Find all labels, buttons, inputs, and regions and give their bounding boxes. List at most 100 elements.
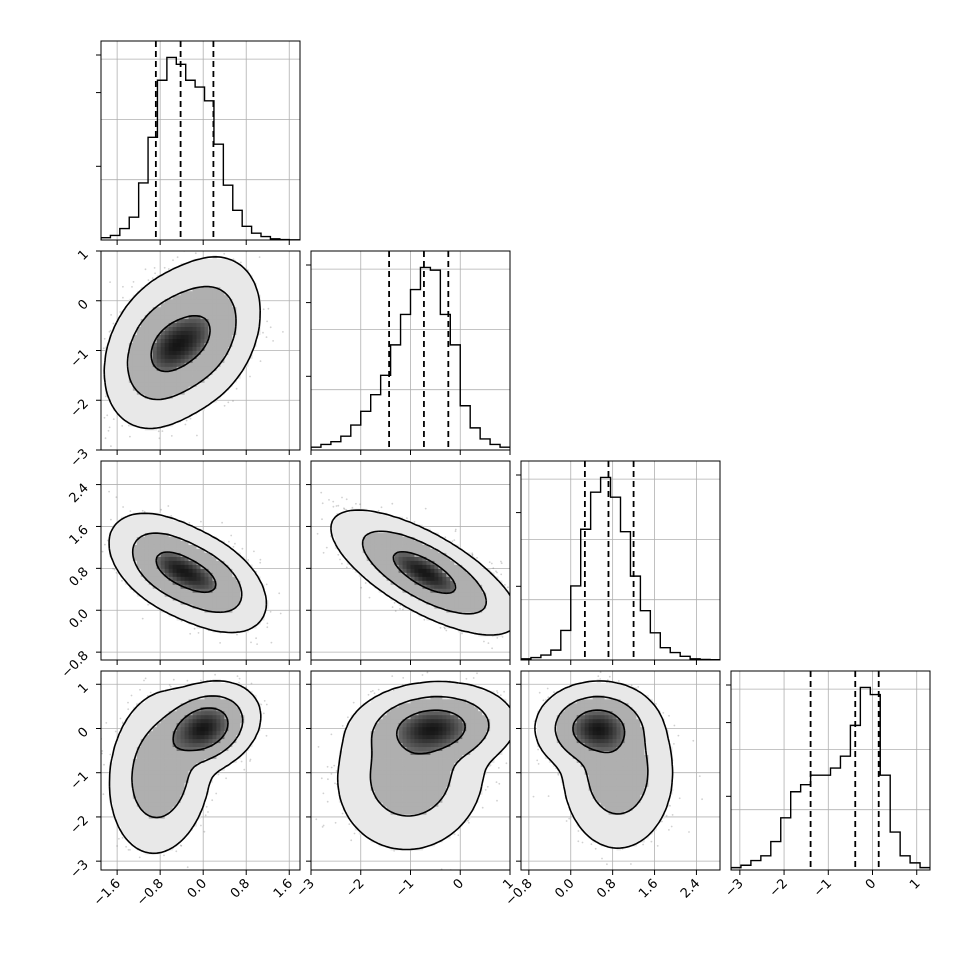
density-cell bbox=[220, 286, 225, 292]
density-cell bbox=[228, 286, 233, 292]
density-cell bbox=[188, 294, 193, 300]
density-cell bbox=[224, 370, 229, 375]
density-cell bbox=[180, 290, 185, 296]
scatter-point bbox=[143, 510, 146, 513]
density-cell bbox=[252, 314, 257, 320]
density-cell bbox=[148, 386, 154, 391]
density-cell bbox=[160, 286, 166, 292]
density-cell bbox=[168, 346, 174, 351]
density-cell bbox=[212, 354, 217, 359]
density-cell bbox=[160, 346, 166, 351]
density-cell bbox=[140, 386, 146, 391]
density-cell bbox=[216, 326, 221, 331]
scatter-point bbox=[157, 430, 160, 433]
density-cell bbox=[204, 298, 209, 304]
density-cell bbox=[196, 382, 201, 387]
density-cell bbox=[132, 382, 138, 387]
density-cell bbox=[180, 302, 185, 308]
density-cell bbox=[140, 310, 146, 316]
density-cell bbox=[132, 406, 138, 411]
density-cell bbox=[168, 330, 174, 335]
density-cell bbox=[208, 374, 213, 379]
density-cell bbox=[204, 262, 209, 268]
density-cell bbox=[212, 306, 217, 312]
density-cell bbox=[116, 398, 122, 403]
histogram-area bbox=[311, 251, 510, 450]
density-cell bbox=[132, 402, 138, 407]
density-cell bbox=[180, 274, 185, 280]
density-cell bbox=[228, 266, 233, 272]
density-cell bbox=[176, 274, 181, 280]
density-cell bbox=[228, 378, 233, 383]
density-cell bbox=[204, 378, 209, 383]
density-cell bbox=[172, 298, 178, 304]
density-cell bbox=[192, 310, 197, 316]
density-cell bbox=[196, 262, 201, 268]
density-cell bbox=[208, 362, 213, 367]
density-cell bbox=[124, 334, 130, 339]
density-cell bbox=[220, 302, 225, 308]
density-cell bbox=[236, 294, 241, 300]
density-cell bbox=[236, 334, 241, 339]
density-cell bbox=[140, 398, 146, 403]
density-cell bbox=[136, 362, 142, 367]
density-cell bbox=[180, 406, 185, 411]
density-cell bbox=[164, 294, 170, 300]
density-cell bbox=[244, 298, 249, 304]
density-cell bbox=[240, 366, 245, 371]
density-cell bbox=[140, 402, 146, 407]
density-cell bbox=[252, 298, 257, 304]
density-cell bbox=[172, 338, 178, 343]
density-cell bbox=[192, 366, 197, 371]
density-cell bbox=[152, 330, 158, 335]
density-cell bbox=[156, 394, 162, 399]
density-cell bbox=[176, 354, 181, 359]
density-cell bbox=[148, 342, 154, 347]
density-cell bbox=[192, 294, 197, 300]
density-cell bbox=[232, 318, 237, 324]
density-cell bbox=[236, 262, 241, 268]
density-cell bbox=[184, 278, 189, 284]
density-cell bbox=[176, 370, 181, 375]
density-cell bbox=[244, 346, 249, 351]
density-cell bbox=[240, 282, 245, 288]
density-cell bbox=[152, 414, 158, 419]
scatter-point bbox=[269, 326, 272, 329]
density-cell bbox=[152, 394, 158, 399]
density-cell bbox=[228, 326, 233, 331]
scatter-point bbox=[265, 583, 268, 586]
density-cell bbox=[188, 366, 193, 371]
density-cell bbox=[160, 362, 166, 367]
density-cell bbox=[112, 378, 118, 383]
density-cell bbox=[160, 394, 166, 399]
scatter-point bbox=[259, 558, 262, 561]
density-cell bbox=[244, 358, 249, 363]
density-cell bbox=[212, 282, 217, 288]
density-cell bbox=[204, 394, 209, 399]
density-cell bbox=[164, 362, 170, 367]
density-cell bbox=[196, 258, 201, 264]
density-cell bbox=[104, 370, 110, 375]
scatter-point bbox=[170, 435, 173, 437]
scatter-point bbox=[161, 430, 164, 432]
density-cell bbox=[152, 350, 158, 355]
scatter-point bbox=[132, 281, 135, 283]
density-cell bbox=[244, 286, 249, 292]
density-cell bbox=[116, 334, 122, 339]
density-cell bbox=[204, 354, 209, 359]
density-cell bbox=[148, 370, 154, 375]
density-cell bbox=[224, 326, 229, 331]
density-cell bbox=[216, 322, 221, 328]
density-cell bbox=[128, 418, 134, 423]
density-cell bbox=[200, 334, 205, 339]
density-cell bbox=[132, 390, 138, 395]
density-cell bbox=[160, 410, 166, 415]
density-cell bbox=[172, 366, 178, 371]
density-cell bbox=[204, 266, 209, 272]
density-cell bbox=[144, 322, 150, 328]
density-cell bbox=[188, 282, 193, 288]
density-cell bbox=[220, 370, 225, 375]
density-cell bbox=[148, 322, 154, 328]
density-cell bbox=[140, 422, 146, 427]
density-cell bbox=[156, 290, 162, 296]
